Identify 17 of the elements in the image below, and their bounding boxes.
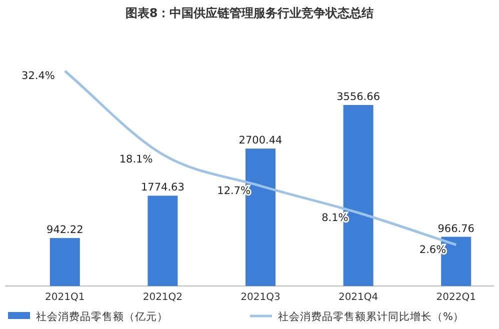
data-label: 3556.66 bbox=[336, 91, 380, 103]
bar bbox=[148, 196, 178, 286]
legend-label: 社会消费品零售额（亿元） bbox=[36, 310, 168, 323]
data-label: 2700.44 bbox=[238, 134, 283, 147]
x-tick-label: 2021Q1 bbox=[45, 292, 85, 303]
chart-title: 图表8：中国供应链管理服务行业竞争状态总结 bbox=[125, 6, 374, 20]
data-label: 18.1% bbox=[119, 153, 153, 166]
x-tick-label: 2021Q4 bbox=[338, 292, 378, 303]
bar bbox=[50, 238, 80, 286]
x-tick-label: 2022Q1 bbox=[436, 292, 476, 303]
data-label: 966.76 bbox=[438, 222, 475, 235]
legend-label: 社会消费品零售额累计同比增长（%） bbox=[278, 310, 464, 323]
x-tick-label: 2021Q3 bbox=[240, 292, 280, 303]
data-label: 942.22 bbox=[46, 224, 84, 236]
x-tick-label: 2021Q2 bbox=[142, 292, 183, 303]
data-label: 1774.63 bbox=[140, 182, 184, 194]
data-label: 32.4% bbox=[22, 70, 55, 82]
